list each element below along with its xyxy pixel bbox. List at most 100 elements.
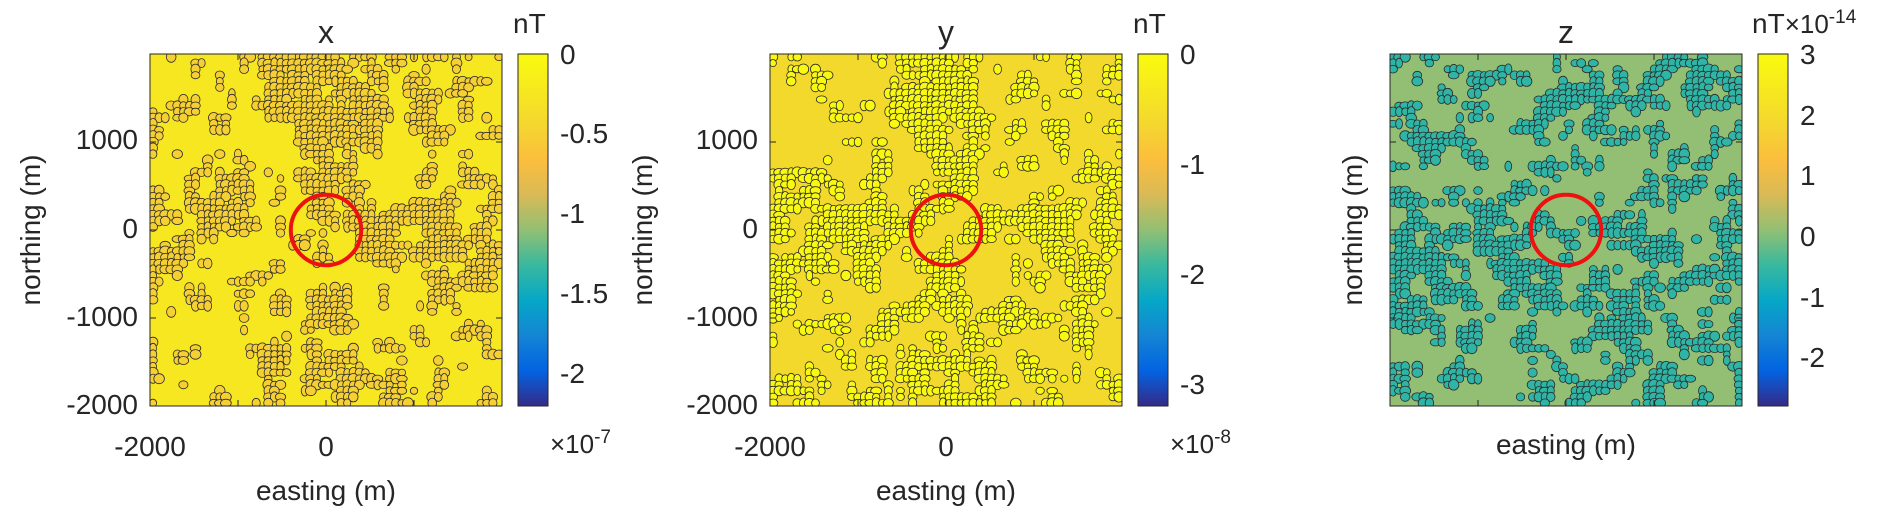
- contour-blob: [1557, 301, 1569, 311]
- x-tick-label: 0: [938, 431, 954, 462]
- contour-blob: [203, 167, 213, 178]
- x-axis-label: easting (m): [1496, 429, 1636, 460]
- contour-blob: [276, 174, 285, 183]
- contour-blob: [493, 257, 502, 269]
- panel-title: z: [1558, 14, 1574, 50]
- contour-blob: [227, 216, 236, 226]
- contour-blob: [304, 385, 317, 397]
- contour-blob: [1648, 83, 1660, 92]
- contour-blob: [178, 380, 189, 390]
- contour-blob: [1619, 138, 1628, 146]
- contour-blob: [1460, 235, 1472, 243]
- contour-blob: [1722, 100, 1732, 111]
- contour-blob: [1619, 374, 1628, 384]
- contour-blob: [150, 295, 159, 305]
- contour-blob: [792, 319, 802, 329]
- contour-blob: [1612, 263, 1623, 275]
- contour-blob: [153, 373, 165, 385]
- contour-blob: [1502, 216, 1515, 225]
- contour-blob: [1704, 306, 1713, 318]
- colorbar-tick-label: 1: [1800, 160, 1816, 191]
- contour-blob: [493, 203, 502, 214]
- contour-blob: [1010, 95, 1022, 104]
- contour-blob: [919, 306, 930, 317]
- contour-blob: [1418, 162, 1429, 171]
- contour-blob: [396, 355, 408, 366]
- contour-blob: [1474, 88, 1483, 99]
- contour-blob: [1679, 283, 1689, 292]
- contour-blob: [420, 179, 432, 190]
- contour-blob: [275, 264, 286, 274]
- contour-blob: [318, 228, 328, 238]
- contour-blob: [1395, 118, 1403, 130]
- contour-blob: [1649, 276, 1659, 287]
- contour-blob: [1114, 209, 1122, 221]
- contour-blob: [1595, 300, 1604, 311]
- contour-blob: [159, 215, 171, 226]
- colorbar-tick-label: -1.5: [560, 278, 608, 309]
- contour-blob: [1484, 313, 1496, 323]
- contour-blob: [926, 215, 936, 226]
- contour-blob: [1036, 192, 1044, 201]
- contour-blob: [238, 228, 250, 238]
- contour-blob: [853, 136, 863, 148]
- contour-blob: [981, 131, 990, 141]
- contour-blob: [878, 373, 887, 384]
- contour-blob: [298, 239, 311, 252]
- contour-blob: [1643, 324, 1653, 336]
- contour-blob: [1624, 210, 1636, 220]
- contour-blob: [877, 246, 887, 257]
- contour-blob: [1710, 149, 1719, 160]
- contour-blob: [1461, 198, 1470, 208]
- contour-blob: [214, 149, 226, 159]
- contour-blob: [457, 251, 468, 263]
- contour-blob: [1399, 392, 1411, 402]
- panel-y: y 1000 0 -1000 -2000 -2000 0 easting (m)…: [627, 8, 1231, 506]
- contour-blob: [347, 57, 360, 69]
- contour-blob: [1703, 354, 1714, 367]
- contour-blob: [1703, 391, 1714, 403]
- contour-blob: [488, 179, 498, 190]
- contour-blob: [1504, 63, 1513, 75]
- contour-blob: [1016, 125, 1028, 135]
- y-tick-label: 0: [742, 213, 758, 244]
- contour-blob: [1406, 271, 1416, 280]
- colorbar-exponent: ×10-7: [550, 427, 611, 459]
- x-tick-label: -2000: [734, 431, 806, 462]
- contour-blob: [925, 294, 937, 305]
- y-tick-label: -1000: [66, 301, 138, 332]
- contour-blob: [1723, 355, 1731, 366]
- contour-blob: [487, 270, 498, 281]
- contour-blob: [938, 111, 948, 124]
- contour-blob: [821, 343, 834, 353]
- contour-blob: [190, 179, 200, 190]
- contour-blob: [1515, 392, 1526, 402]
- contour-blob: [1520, 75, 1533, 87]
- contour-blob: [398, 343, 406, 353]
- contour-blob: [196, 233, 207, 245]
- contour-blob: [1703, 320, 1714, 329]
- contour-blob: [160, 192, 171, 201]
- contour-blob: [281, 330, 292, 342]
- contour-blob: [1448, 379, 1460, 391]
- contour-blob: [1734, 277, 1742, 286]
- contour-blob: [421, 76, 431, 87]
- contour-blob: [943, 204, 955, 213]
- contour-blob: [786, 228, 796, 238]
- contour-blob: [1052, 184, 1065, 197]
- contour-blob: [993, 221, 1002, 233]
- contour-blob: [1400, 162, 1411, 171]
- contour-blob: [1473, 372, 1483, 385]
- contour-blob: [1678, 156, 1691, 165]
- contour-blob: [987, 397, 996, 406]
- contour-blob: [1479, 83, 1490, 92]
- contour-blob: [1437, 337, 1446, 348]
- contour-blob: [1474, 338, 1483, 347]
- contour-blob: [263, 397, 274, 406]
- contour-blob: [445, 294, 455, 305]
- contour-blob: [150, 398, 157, 406]
- contour-blob: [1606, 101, 1617, 110]
- contour-blob: [428, 149, 437, 159]
- contour-blob: [402, 397, 414, 406]
- contour-blob: [1667, 288, 1677, 300]
